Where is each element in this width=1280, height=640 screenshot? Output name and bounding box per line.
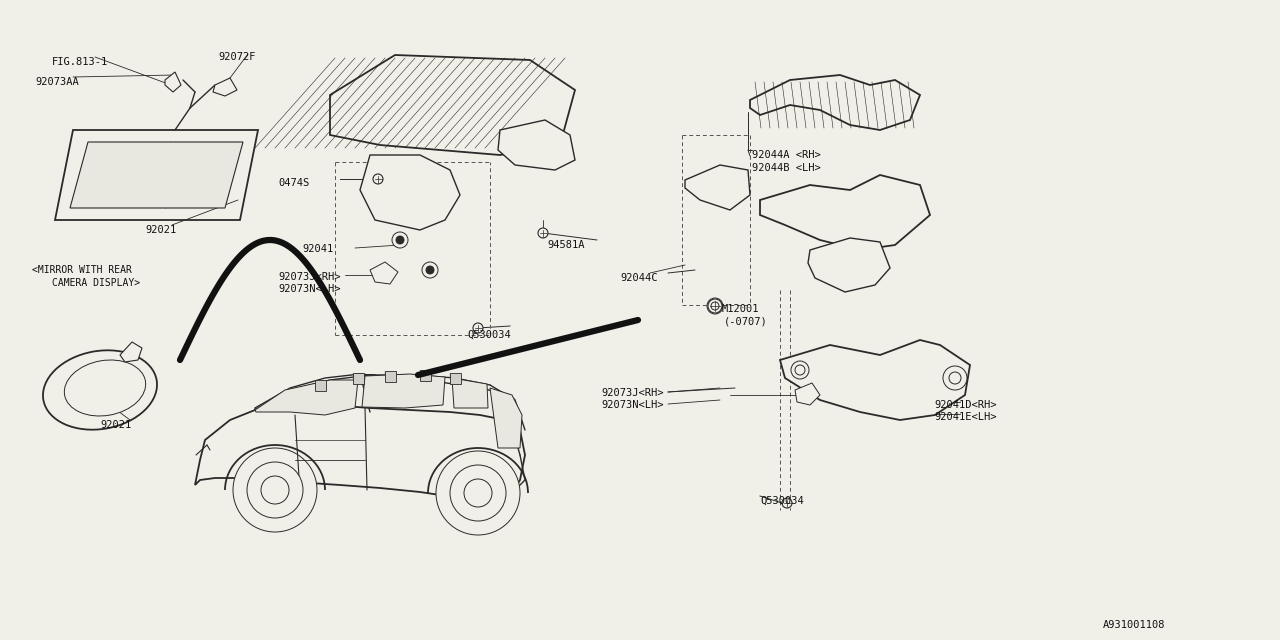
Circle shape (948, 372, 961, 384)
Ellipse shape (64, 360, 146, 416)
Circle shape (708, 299, 722, 313)
Text: 92073J<RH>: 92073J<RH> (278, 272, 340, 282)
Circle shape (791, 361, 809, 379)
Circle shape (261, 476, 289, 504)
Circle shape (426, 266, 434, 274)
Circle shape (710, 302, 719, 310)
Polygon shape (255, 374, 515, 410)
Text: 92073J<RH>: 92073J<RH> (602, 388, 663, 398)
Polygon shape (808, 238, 890, 292)
Text: 94581A: 94581A (547, 240, 585, 250)
Text: 92021: 92021 (145, 225, 177, 235)
Polygon shape (120, 342, 142, 362)
Circle shape (782, 498, 792, 508)
Polygon shape (165, 72, 180, 92)
Text: CAMERA DISPLAY>: CAMERA DISPLAY> (52, 278, 140, 288)
Circle shape (372, 174, 383, 184)
Polygon shape (362, 374, 445, 408)
Circle shape (795, 365, 805, 375)
Text: A931001108: A931001108 (1102, 620, 1165, 630)
Circle shape (465, 479, 492, 507)
Polygon shape (685, 165, 750, 210)
Text: 0474S: 0474S (278, 178, 310, 188)
Text: FIG.813-1: FIG.813-1 (52, 57, 109, 67)
Circle shape (392, 232, 408, 248)
Polygon shape (195, 405, 525, 500)
Text: 92072F: 92072F (218, 52, 256, 62)
Text: 92073AA: 92073AA (35, 77, 79, 87)
Text: 92044B <LH>: 92044B <LH> (753, 163, 820, 173)
Ellipse shape (44, 350, 157, 429)
Polygon shape (255, 380, 358, 415)
Circle shape (451, 465, 506, 521)
Text: (-0707): (-0707) (724, 316, 768, 326)
Text: 92041D<RH>: 92041D<RH> (934, 400, 997, 410)
Circle shape (396, 236, 404, 244)
Text: <MIRROR WITH REAR: <MIRROR WITH REAR (32, 265, 132, 275)
Text: 92041: 92041 (302, 244, 333, 254)
Bar (315, 380, 326, 391)
Circle shape (474, 323, 483, 333)
Polygon shape (780, 340, 970, 420)
Bar (353, 373, 364, 384)
Bar (385, 371, 396, 382)
Polygon shape (70, 142, 243, 208)
Text: 92041E<LH>: 92041E<LH> (934, 412, 997, 422)
Circle shape (247, 462, 303, 518)
Circle shape (943, 366, 966, 390)
Polygon shape (760, 175, 931, 250)
Text: Q530034: Q530034 (467, 330, 511, 340)
Text: 92073N<LH>: 92073N<LH> (278, 284, 340, 294)
Polygon shape (330, 55, 575, 155)
Text: M12001: M12001 (722, 304, 759, 314)
Polygon shape (212, 78, 237, 96)
Polygon shape (795, 383, 820, 405)
Text: Q530034: Q530034 (760, 496, 804, 506)
Text: 92021: 92021 (100, 420, 132, 430)
Polygon shape (55, 130, 259, 220)
Circle shape (422, 262, 438, 278)
Bar (420, 370, 431, 381)
Text: 92044A <RH>: 92044A <RH> (753, 150, 820, 160)
Polygon shape (750, 75, 920, 130)
Polygon shape (452, 378, 488, 408)
Circle shape (538, 228, 548, 238)
Bar (451, 373, 461, 384)
Polygon shape (498, 120, 575, 170)
Text: 92044C: 92044C (620, 273, 658, 283)
Polygon shape (370, 262, 398, 284)
Text: 92073N<LH>: 92073N<LH> (602, 400, 663, 410)
Polygon shape (490, 388, 522, 448)
Circle shape (436, 451, 520, 535)
Circle shape (707, 298, 723, 314)
Polygon shape (360, 155, 460, 230)
Circle shape (233, 448, 317, 532)
